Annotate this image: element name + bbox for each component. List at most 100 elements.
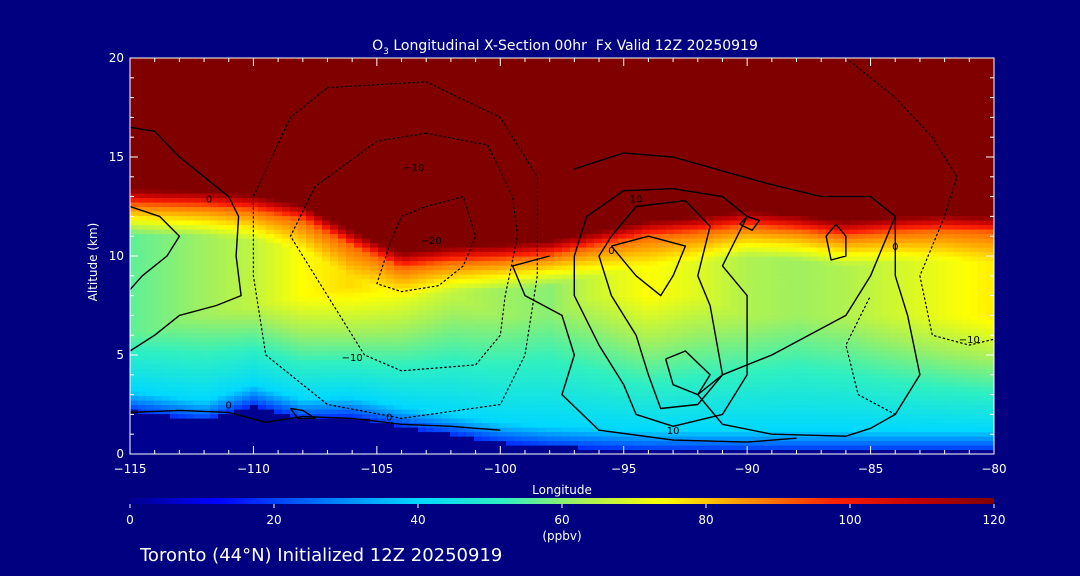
heatmap-cell — [194, 197, 203, 203]
heatmap-cell — [146, 58, 155, 64]
heatmap-cell — [442, 143, 451, 149]
heatmap-cell — [386, 215, 395, 221]
heatmap-cell — [362, 179, 371, 185]
heatmap-cell — [370, 143, 379, 149]
heatmap-cell — [482, 170, 491, 176]
heatmap-cell — [274, 323, 283, 329]
heatmap-cell — [386, 265, 395, 271]
heatmap-cell — [266, 238, 275, 244]
heatmap-cell — [442, 130, 451, 136]
heatmap-cell — [306, 436, 315, 442]
heatmap-cell — [370, 229, 379, 235]
heatmap-cell — [178, 188, 187, 194]
heatmap-cell — [178, 58, 187, 64]
heatmap-cell — [474, 431, 483, 437]
heatmap-cell — [162, 94, 171, 100]
heatmap-cell — [498, 418, 507, 424]
heatmap-cell — [450, 323, 459, 329]
heatmap-cell — [338, 94, 347, 100]
heatmap-cell — [218, 310, 227, 316]
heatmap-cell — [482, 251, 491, 257]
heatmap-cell — [306, 58, 315, 64]
heatmap-cell — [314, 305, 323, 311]
heatmap-cell — [338, 256, 347, 262]
heatmap-cell — [314, 422, 323, 428]
heatmap-cell — [290, 229, 299, 235]
heatmap-cell — [490, 130, 499, 136]
heatmap-cell — [290, 337, 299, 343]
heatmap-cell — [546, 283, 555, 289]
heatmap-cell — [554, 436, 563, 442]
heatmap-cell — [506, 296, 515, 302]
heatmap-cell — [210, 94, 219, 100]
heatmap-cell — [506, 80, 515, 86]
heatmap-cell — [450, 67, 459, 73]
heatmap-cell — [466, 166, 475, 172]
heatmap-cell — [154, 427, 163, 433]
heatmap-cell — [138, 292, 147, 298]
heatmap-cell — [410, 211, 419, 217]
heatmap-cell — [146, 400, 155, 406]
heatmap-cell — [346, 112, 355, 118]
heatmap-cell — [498, 269, 507, 275]
heatmap-cell — [194, 359, 203, 365]
heatmap-cell — [458, 395, 467, 401]
heatmap-cell — [514, 341, 523, 347]
heatmap-cell — [514, 103, 523, 109]
heatmap-cell — [570, 440, 579, 446]
heatmap-cell — [282, 71, 291, 77]
heatmap-cell — [354, 377, 363, 383]
heatmap-cell — [362, 94, 371, 100]
heatmap-cell — [162, 296, 171, 302]
heatmap-cell — [258, 364, 267, 370]
heatmap-cell — [218, 233, 227, 239]
heatmap-cell — [170, 404, 179, 410]
heatmap-cell — [482, 328, 491, 334]
heatmap-cell — [154, 184, 163, 190]
heatmap-cell — [162, 121, 171, 127]
heatmap-cell — [130, 58, 139, 64]
heatmap-cell — [290, 323, 299, 329]
heatmap-cell — [418, 377, 427, 383]
heatmap-cell — [434, 337, 443, 343]
heatmap-cell — [554, 391, 563, 397]
heatmap-cell — [386, 229, 395, 235]
heatmap-cell — [394, 395, 403, 401]
heatmap-cell — [298, 323, 307, 329]
heatmap-cell — [266, 71, 275, 77]
heatmap-cell — [466, 197, 475, 203]
heatmap-cell — [298, 152, 307, 158]
heatmap-cell — [178, 233, 187, 239]
heatmap-cell — [314, 233, 323, 239]
heatmap-cell — [514, 323, 523, 329]
heatmap-cell — [522, 229, 531, 235]
heatmap-cell — [570, 202, 579, 208]
heatmap-cell — [186, 323, 195, 329]
heatmap-cell — [434, 67, 443, 73]
heatmap-cell — [242, 175, 251, 181]
heatmap-cell — [426, 130, 435, 136]
heatmap-cell — [370, 251, 379, 257]
heatmap-cell — [466, 260, 475, 266]
heatmap-cell — [410, 184, 419, 190]
heatmap-cell — [330, 229, 339, 235]
heatmap-cell — [514, 157, 523, 163]
heatmap-cell — [186, 175, 195, 181]
heatmap-cell — [570, 332, 579, 338]
heatmap-cell — [266, 202, 275, 208]
heatmap-cell — [186, 103, 195, 109]
heatmap-cell — [162, 188, 171, 194]
heatmap-cell — [170, 269, 179, 275]
heatmap-cell — [154, 373, 163, 379]
heatmap-cell — [234, 332, 243, 338]
heatmap-cell — [410, 332, 419, 338]
heatmap-cell — [154, 89, 163, 95]
heatmap-cell — [314, 364, 323, 370]
heatmap-cell — [170, 103, 179, 109]
heatmap-cell — [546, 386, 555, 392]
heatmap-cell — [522, 233, 531, 239]
heatmap-cell — [330, 103, 339, 109]
heatmap-cell — [482, 413, 491, 419]
heatmap-cell — [194, 341, 203, 347]
heatmap-cell — [346, 211, 355, 217]
